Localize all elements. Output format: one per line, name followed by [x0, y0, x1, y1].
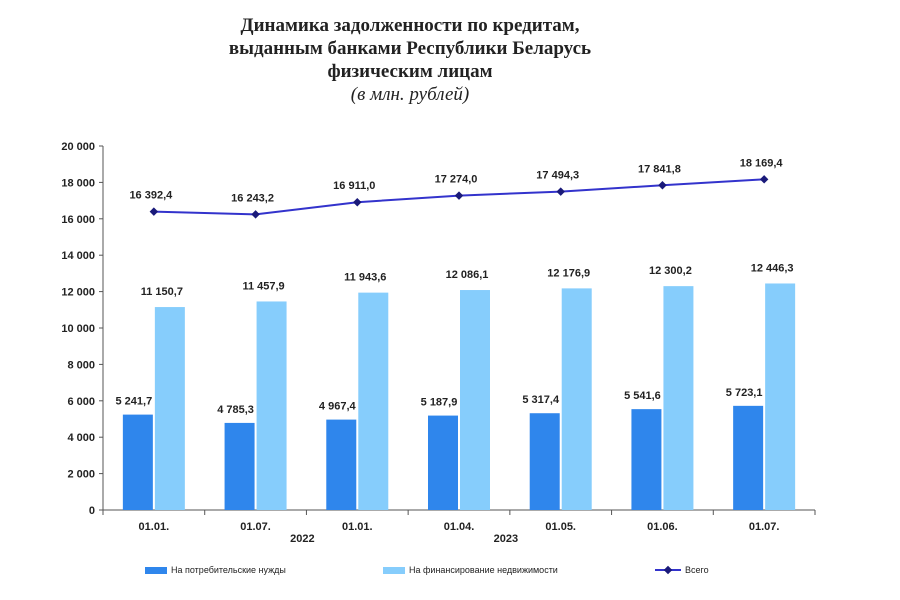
data-label-consumer: 5 187,9 [421, 397, 458, 409]
legend-label-realestate: На финансирование недвижимости [409, 565, 558, 575]
bar-consumer [428, 415, 458, 510]
x-tick-label: 01.06. [647, 521, 678, 533]
bar-realestate [460, 290, 490, 510]
data-label-realestate: 12 176,9 [547, 267, 590, 279]
bar-consumer [122, 414, 153, 510]
y-tick-label: 18 000 [61, 177, 95, 189]
data-label-total: 16 392,4 [129, 190, 173, 202]
data-label-consumer: 5 541,6 [624, 390, 661, 402]
bar-realestate [765, 283, 796, 510]
title-line-1: Динамика задолженности по кредитам, [240, 15, 580, 36]
legend-swatch-total [655, 566, 681, 574]
data-label-realestate: 12 300,2 [649, 265, 692, 277]
legend-item-realestate: На финансирование недвижимости [383, 562, 558, 578]
data-label-realestate: 11 457,9 [242, 280, 284, 292]
data-label-consumer: 5 317,4 [522, 394, 560, 406]
data-label-total: 16 243,2 [231, 192, 274, 204]
data-label-consumer: 5 723,1 [726, 387, 763, 399]
year-label: 2023 [494, 533, 518, 545]
x-tick-label: 01.07. [240, 521, 271, 533]
data-label-consumer: 4 967,4 [319, 401, 357, 413]
data-label-realestate: 11 150,7 [141, 286, 183, 298]
y-tick-label: 20 000 [61, 141, 95, 153]
bar-realestate [358, 292, 389, 510]
point-total [353, 197, 362, 207]
data-label-total: 17 494,3 [536, 170, 579, 182]
year-label: 2022 [290, 533, 314, 545]
x-tick-label: 01.01. [342, 521, 373, 533]
bar-realestate [256, 301, 287, 510]
chart-subtitle: (в млн. рублей) [350, 84, 470, 105]
data-label-total: 18 169,4 [740, 157, 784, 169]
y-tick-label: 12 000 [61, 287, 95, 299]
point-total [454, 191, 464, 200]
bar-realestate [561, 288, 592, 510]
bar-consumer [733, 405, 764, 510]
legend-swatch-realestate [383, 566, 405, 574]
point-total [759, 175, 769, 184]
chart-title: Динамика задолженности по кредитам, выда… [0, 14, 820, 106]
legend-item-consumer: На потребительские нужды [145, 562, 286, 578]
data-label-realestate: 12 446,3 [751, 262, 794, 274]
bar-consumer [529, 413, 560, 510]
data-label-total: 17 841,8 [638, 163, 681, 175]
legend-label-consumer: На потребительские нужды [171, 565, 286, 575]
chart-canvas: 0 2 000 4 000 6 000 8 000 10 000 12 000 14 000 1… [61, 141, 816, 545]
y-tick-label: 10 000 [61, 323, 95, 335]
title-line-3: физическим лицам [327, 61, 493, 82]
bar-consumer [631, 409, 662, 510]
x-tick-label: 01.01. [139, 521, 170, 533]
data-label-realestate: 11 943,6 [344, 272, 386, 284]
bar-consumer [224, 422, 255, 510]
point-total [556, 187, 565, 196]
y-tick-label: 4 000 [67, 432, 95, 444]
title-line-2: выданным банками Республики Беларусь [228, 38, 592, 59]
x-tick-label: 01.07. [749, 521, 780, 533]
legend-item-total: Всего [655, 562, 709, 578]
y-tick-label: 14 000 [61, 250, 95, 262]
legend-label-total: Всего [685, 565, 709, 575]
y-tick-label: 8 000 [67, 359, 95, 371]
data-label-consumer: 5 241,7 [116, 396, 153, 408]
data-label-total: 16 911,0 [333, 180, 375, 192]
bar-consumer [326, 419, 357, 510]
data-label-total: 17 274,0 [435, 174, 478, 186]
x-tick-label: 01.04. [444, 521, 475, 533]
data-label-realestate: 12 086,1 [446, 269, 489, 281]
y-tick-label: 2 000 [67, 469, 95, 481]
y-tick-label: 16 000 [61, 214, 95, 226]
data-label-consumer: 4 785,3 [217, 404, 254, 416]
bar-realestate [663, 286, 694, 510]
bar-realestate [154, 307, 185, 510]
point-total [251, 210, 260, 219]
point-total [149, 207, 159, 216]
point-total [658, 181, 667, 190]
legend-swatch-consumer [145, 566, 167, 574]
y-tick-label: 6 000 [67, 396, 95, 408]
x-tick-label: 01.05. [545, 521, 576, 533]
y-tick-label: 0 [89, 505, 95, 517]
